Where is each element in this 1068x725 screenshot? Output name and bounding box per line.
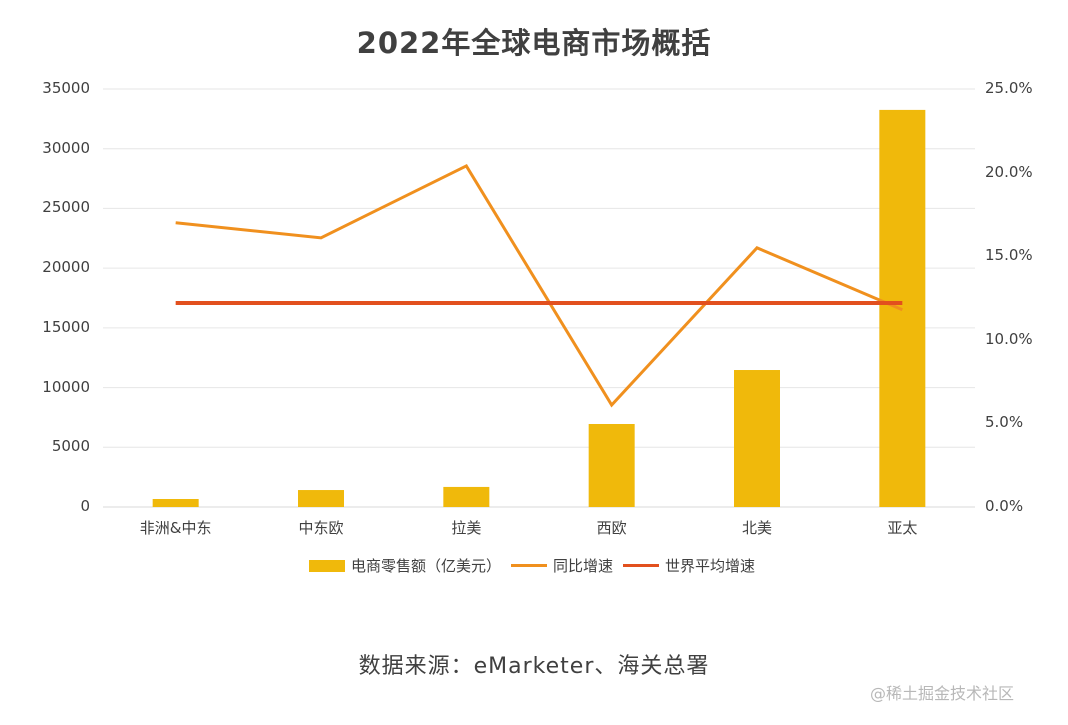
bar [588,423,635,507]
legend-label: 电商零售额（亿美元） [350,557,501,575]
left-tick-label: 30000 [42,138,90,157]
bar [298,490,344,507]
right-tick-label: 25.0% [985,79,1033,97]
legend-item-retail-sales: 电商零售额（亿美元） [308,555,501,576]
left-tick-label: 15000 [42,317,90,336]
legend-item-world-avg: 世界平均增速 [623,555,755,576]
x-tick-label: 亚太 [887,519,918,537]
legend-label: 同比增速 [552,557,613,575]
right-tick-label: 0.0% [985,497,1024,515]
legend: 电商零售额（亿美元） 同比增速 世界平均增速 [0,555,1068,576]
left-tick-label: 5000 [51,437,90,456]
line-swatch-icon [623,564,659,567]
bar-swatch-icon [308,559,345,572]
chart-title: 2022年全球电商市场概括 [356,26,712,60]
right-tick-label: 5.0% [985,413,1024,432]
line-swatch-icon [510,564,547,567]
right-tick-label: 10.0% [985,329,1033,348]
bar [443,486,490,507]
bar [152,498,199,507]
left-tick-label: 20000 [42,258,90,277]
right-tick-label: 20.0% [985,162,1033,181]
legend-label: 世界平均增速 [665,557,756,575]
legend-item-yoy-growth: 同比增速 [510,555,613,576]
left-tick-label: 35000 [42,79,90,97]
left-tick-label: 25000 [42,198,90,217]
right-tick-label: 15.0% [985,246,1033,265]
x-tick-label: 拉美 [451,519,482,537]
watermark: @稀土掘金技术社区 [870,684,1015,703]
x-tick-label: 北美 [741,519,772,537]
x-tick-label: 非洲&中东 [139,519,212,537]
data-source-note: 数据来源：eMarketer、海关总署 [358,654,710,679]
yoy-growth-line [175,163,903,408]
bar [734,370,780,507]
x-tick-label: 中东欧 [298,519,344,537]
x-tick-label: 西欧 [596,519,627,537]
left-tick-label: 10000 [42,377,90,396]
left-tick-label: 0 [80,497,90,515]
